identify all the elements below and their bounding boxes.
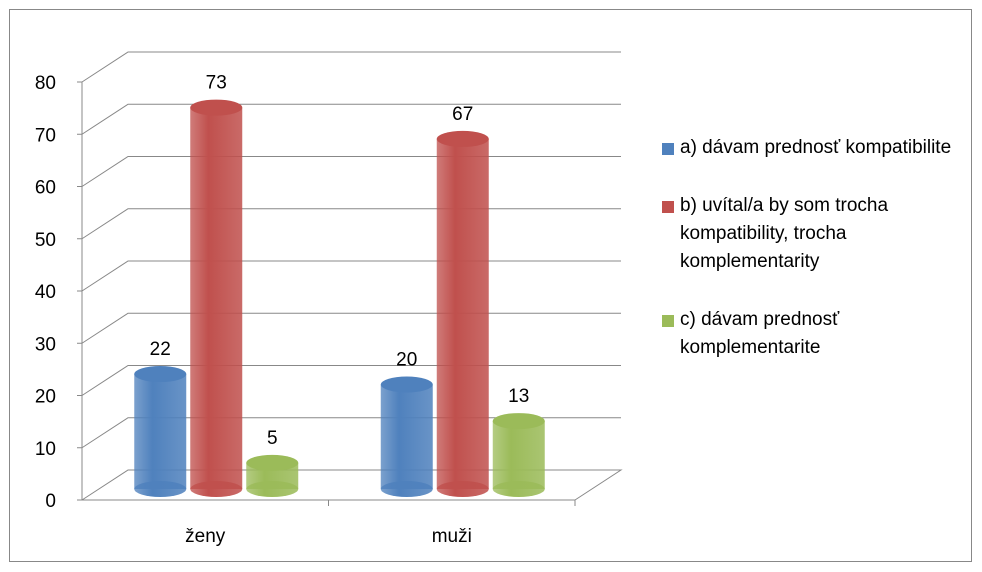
y-tick-label: 10 [35,439,56,460]
data-label: 73 [206,73,227,94]
data-label: 13 [508,386,529,407]
bar [134,374,187,489]
legend-item: c) dávam prednosť komplementarite [662,306,962,362]
data-label: 67 [452,104,473,125]
data-label: 22 [150,339,171,360]
data-label: 5 [267,428,278,449]
bar-top [190,99,243,116]
bar [380,384,433,489]
bar-top [492,413,545,430]
legend: a) dávam prednosť kompatibilite b) uvítal… [662,134,962,392]
y-tick-label: 50 [35,230,56,251]
grid-line [81,103,621,135]
y-tick-label: 70 [35,125,56,146]
x-tick-label: muži [432,526,472,547]
bar [436,138,489,490]
y-tick-label: 30 [35,334,56,355]
y-tick-label: 40 [35,282,56,303]
floor [81,469,623,501]
bar-top [134,366,187,383]
legend-label: c) dávam prednosť komplementarite [680,309,840,358]
legend-swatch [662,143,674,155]
data-label: 20 [396,350,417,371]
bar [190,107,243,489]
legend-item: b) uvítal/a by som trocha kompatibility,… [662,192,962,276]
x-tick-label: ženy [185,526,226,547]
legend-label: a) dávam prednosť kompatibilite [680,137,952,158]
y-tick-label: 0 [45,491,56,512]
bar [492,421,545,489]
bar-top [436,130,489,147]
bar-top [380,376,433,393]
bar-top [246,454,299,471]
y-tick-label: 80 [35,73,56,94]
grid-line [81,51,621,83]
legend-item: a) dávam prednosť kompatibilite [662,134,962,162]
legend-swatch [662,201,674,213]
y-tick-label: 60 [35,178,56,199]
y-tick-label: 20 [35,387,56,408]
legend-swatch [662,315,674,327]
legend-label: b) uvítal/a by som trocha kompatibility,… [680,195,889,272]
